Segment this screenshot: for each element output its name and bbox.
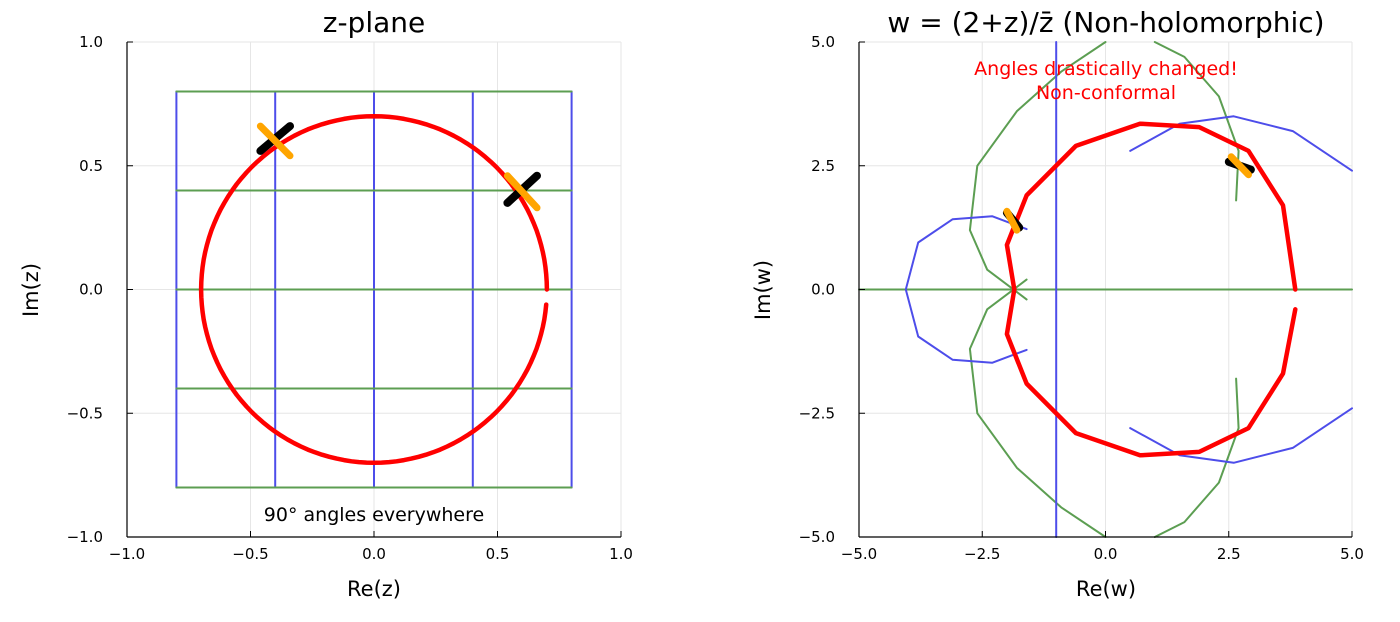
annotation-text: 90° angles everywhere <box>264 504 484 526</box>
plot-axes <box>126 41 622 538</box>
y-tick-label: −5.0 <box>799 528 835 546</box>
tick-labels: −5.0 −2.5 0.0 2.5 5.0 −5.0 −2.5 0.0 2.5 5.0 <box>799 33 1364 563</box>
x-tick-label: −1.0 <box>109 545 145 563</box>
y-tick-label: 5.0 <box>811 33 835 51</box>
y-tick-label: 2.5 <box>811 157 835 175</box>
y-tick-label: 0.5 <box>79 157 103 175</box>
annotation-line-2: Non-conformal <box>1036 82 1176 104</box>
chart-title: z-plane <box>323 6 425 39</box>
x-axis-label: Re(z) <box>347 577 401 601</box>
green-image-curve <box>968 278 1107 538</box>
plot-curves <box>858 41 1353 538</box>
blue-image-curve <box>1129 115 1353 172</box>
y-tick-label: −0.5 <box>67 404 103 422</box>
y-tick-label: 1.0 <box>79 33 103 51</box>
y-axis-label: Im(z) <box>19 263 43 317</box>
circle-curve <box>198 114 550 466</box>
y-tick-label: 0.0 <box>811 281 835 299</box>
x-tick-label: −5.0 <box>841 545 877 563</box>
y-tick-label: 0.0 <box>79 281 103 299</box>
x-tick-label: 2.5 <box>1217 545 1241 563</box>
blue-image-curve <box>1129 407 1353 464</box>
y-tick-label: −1.0 <box>67 528 103 546</box>
chart-title: w = (2+z)/z̄ (Non-holomorphic) <box>887 6 1324 39</box>
normal-marker <box>503 172 541 212</box>
circle-image-curve <box>1004 121 1298 458</box>
x-tick-label: 1.0 <box>609 545 633 563</box>
w-plane-plot: −5.0 −2.5 0.0 2.5 5.0 −5.0 −2.5 0.0 2.5 5.0 w = (… <box>751 6 1364 601</box>
normal-marker <box>256 122 294 160</box>
x-tick-label: 0.0 <box>362 545 386 563</box>
tick-labels: −1.0 −0.5 0.0 0.5 1.0 −1.0 −0.5 0.0 0.5 1.0 <box>67 33 633 563</box>
x-tick-label: 5.0 <box>1340 545 1364 563</box>
y-axis-label: Im(w) <box>751 260 775 320</box>
normal-marker <box>1003 207 1021 234</box>
x-tick-label: 0.0 <box>1094 545 1118 563</box>
blue-image-curve <box>904 215 1028 364</box>
x-tick-label: 0.5 <box>486 545 510 563</box>
plot-curves <box>175 90 573 489</box>
z-plane-plot: −1.0 −0.5 0.0 0.5 1.0 −1.0 −0.5 0.0 0.5 1.0 z-pla… <box>19 6 633 601</box>
x-axis-label: Re(w) <box>1076 577 1136 601</box>
green-image-curve <box>1153 377 1240 538</box>
y-tick-label: −2.5 <box>799 404 835 422</box>
x-tick-label: −2.5 <box>964 545 1000 563</box>
green-image-curve <box>968 41 1107 301</box>
plot-axes <box>858 41 1353 538</box>
annotation-line-1: Angles drastically changed! <box>974 58 1238 80</box>
normal-marker <box>1227 153 1252 179</box>
x-tick-label: −0.5 <box>232 545 268 563</box>
